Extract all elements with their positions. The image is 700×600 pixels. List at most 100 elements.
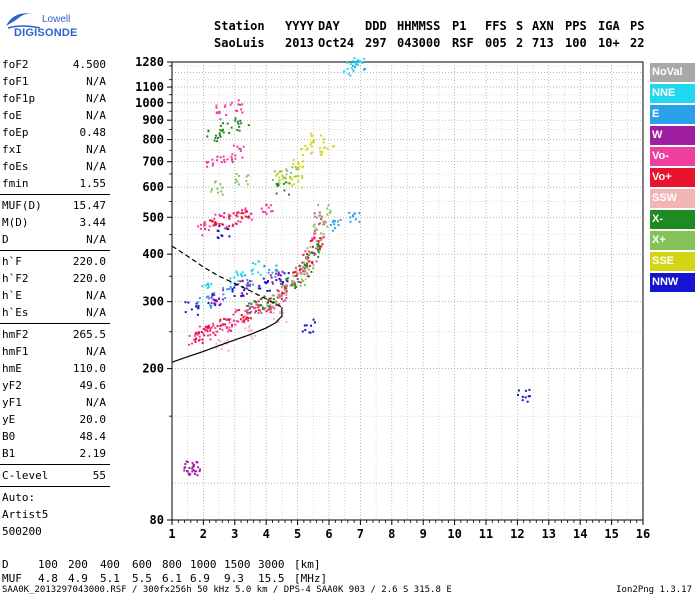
echo-point [211,158,214,161]
echo-point [327,204,330,207]
echo-point [300,186,303,189]
echo-point [197,339,200,342]
echo-point [248,215,250,218]
echo-point [326,147,329,150]
echo-point [212,298,215,301]
echo-point [183,466,186,469]
echo-point [218,110,221,113]
echo-point [521,399,524,402]
echo-point [219,135,222,138]
echo-point [255,303,258,306]
echo-point [249,212,252,215]
param-value: 4.500 [72,58,106,71]
echo-point [306,255,309,258]
echo-point [214,224,217,227]
echo-point [312,245,314,248]
echo-point [211,294,214,297]
echo-point [250,270,253,273]
echo-point [236,180,239,183]
x-tick-label: 9 [420,527,427,541]
param-label: foF1 [2,75,29,88]
muf-row-cell: 15.5 [258,572,285,585]
echo-point [350,67,353,70]
echo-point [349,216,352,219]
x-tick-label: 3 [231,527,238,541]
param-row-fmin: fmin 1.55 [0,175,112,192]
echo-point [206,161,209,164]
echo-point [304,271,307,274]
echo-point [291,280,293,283]
echo-point [349,74,352,77]
echo-point [230,329,233,332]
echo-point [282,311,285,314]
echo-point [312,139,315,142]
distance-row-label: D [2,558,9,571]
echo-point [187,301,190,304]
echo-point [240,295,243,298]
distance-row-cell: 800 [162,558,182,571]
muf-row-cell: 9.3 [224,572,244,585]
echo-point [311,239,314,242]
echo-point [305,252,308,255]
echo-point [294,284,297,287]
echo-point [225,326,228,328]
param-value: N/A [86,92,106,105]
echo-point [276,289,279,292]
echo-point [267,308,270,311]
echo-point [313,223,316,226]
echo-point [284,299,287,302]
echo-point [192,464,195,467]
param-label: hmF1 [2,345,29,358]
echo-point [276,185,279,187]
echo-point [211,164,214,167]
echo-point [236,109,238,112]
echo-point [309,240,312,242]
param-value: 3.44 [79,216,107,229]
echo-point [275,304,277,307]
x-tick-label: 10 [447,527,461,541]
echo-point [216,140,219,143]
header-value-10: 10+ [598,36,620,50]
echo-point [270,210,273,213]
echo-point [219,129,222,132]
echo-point [278,176,281,179]
x-tick-label: 7 [357,527,364,541]
header-value-11: 22 [630,36,645,50]
echo-point [214,221,217,224]
param-row-yf2: yF2 49.6 [0,377,112,394]
param-label: C-level [2,469,49,482]
echo-point [241,209,244,212]
echo-point [239,220,242,223]
echo-point [272,312,275,315]
echo-point [283,272,286,275]
echo-point [320,245,323,248]
echo-point [316,216,319,219]
param-label: fmin [2,177,29,190]
echo-point [234,311,237,314]
param-row-hmf2: hmF2 265.5 [0,326,112,343]
legend-item-e: E [650,105,695,124]
echo-point [322,138,325,141]
echo-point [234,119,237,122]
echo-point [258,284,261,287]
echo-point [311,252,314,254]
muf-row: MUF 4.8 4.9 5.1 5.5 6.1 6.9 9.3 15.5 [MHz] [2,572,362,586]
echo-point [302,160,305,163]
x-tick-label: 15 [604,527,618,541]
echo-point [237,99,240,102]
y-tick-label: 900 [142,113,164,127]
echo-point [320,237,323,240]
echo-point [217,237,220,239]
header-value-3: 297 [365,36,387,50]
echo-point [215,134,217,137]
param-label: h`F2 [2,272,29,285]
echo-point [277,184,280,187]
echo-point [214,304,217,307]
echo-point [231,325,233,328]
echo-point [346,61,349,64]
echo-point [206,284,209,287]
echo-point [277,320,280,323]
echo-point [278,293,281,296]
echo-point [312,330,315,333]
echo-point [303,324,306,327]
